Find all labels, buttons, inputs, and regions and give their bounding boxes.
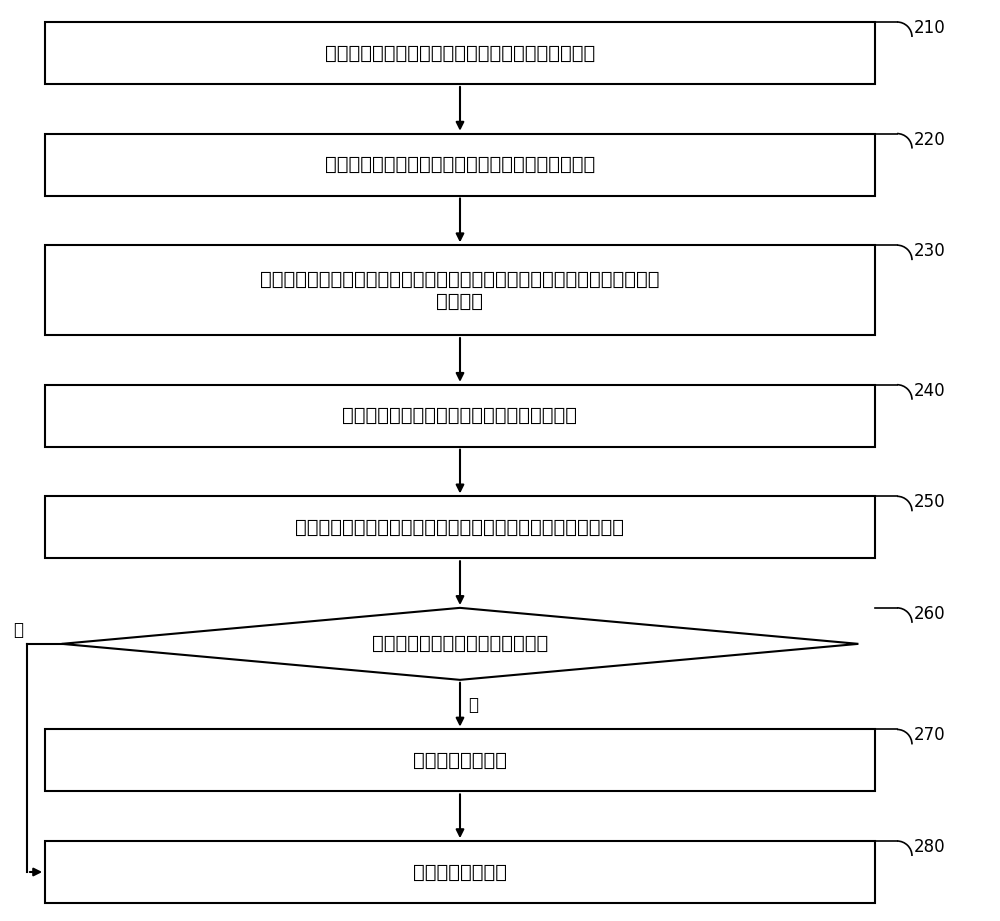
- Text: 提取第一标签信息包含的输液监控器的设备信息以及第二标签信息包含的药品
容量信息: 提取第一标签信息包含的输液监控器的设备信息以及第二标签信息包含的药品 容量信息: [260, 270, 660, 310]
- Text: 否: 否: [13, 621, 23, 639]
- Text: 250: 250: [914, 494, 946, 511]
- Text: 230: 230: [914, 242, 946, 260]
- Text: 280: 280: [914, 838, 946, 856]
- FancyBboxPatch shape: [45, 385, 875, 447]
- Text: 270: 270: [914, 727, 946, 744]
- Text: 210: 210: [914, 19, 946, 37]
- FancyBboxPatch shape: [45, 22, 875, 84]
- Polygon shape: [62, 608, 858, 680]
- Text: 进行失败警告提示: 进行失败警告提示: [413, 862, 507, 881]
- FancyBboxPatch shape: [45, 245, 875, 335]
- Text: 260: 260: [914, 605, 946, 623]
- Text: 是: 是: [468, 695, 478, 714]
- Text: 240: 240: [914, 381, 946, 400]
- Text: 扫描输液监控器上的第一标签，以得到第一标签信息: 扫描输液监控器上的第一标签，以得到第一标签信息: [325, 43, 595, 63]
- FancyBboxPatch shape: [45, 729, 875, 791]
- FancyBboxPatch shape: [45, 496, 875, 558]
- Text: 扫描待输液药物上的第二标签，以得到第二标签信息: 扫描待输液药物上的第二标签，以得到第二标签信息: [325, 155, 595, 174]
- Text: 220: 220: [914, 131, 946, 148]
- FancyBboxPatch shape: [45, 841, 875, 903]
- Text: 将药品容量信息和设备信息分别上传至服务器: 将药品容量信息和设备信息分别上传至服务器: [342, 406, 578, 426]
- Text: 接收服务器发送的第一标签信息与第二标签信息的第一匹配结果: 接收服务器发送的第一标签信息与第二标签信息的第一匹配结果: [295, 518, 624, 537]
- FancyBboxPatch shape: [45, 134, 875, 195]
- Text: 判断第一匹配结果是否为匹配成功: 判断第一匹配结果是否为匹配成功: [372, 635, 548, 653]
- Text: 进行匹配成功提示: 进行匹配成功提示: [413, 751, 507, 770]
